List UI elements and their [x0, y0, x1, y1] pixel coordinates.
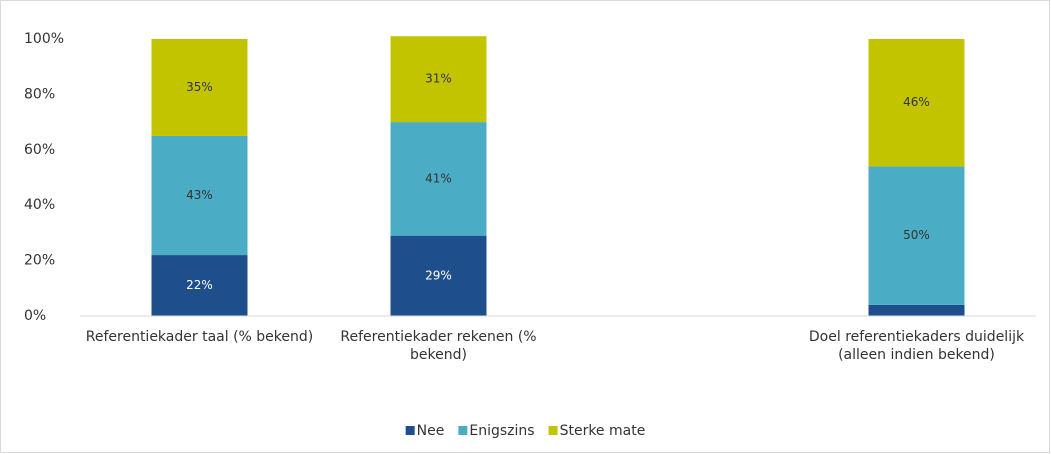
- y-tick-label: 80%: [24, 86, 55, 102]
- legend-swatch: [548, 426, 558, 435]
- y-tick-label: 20%: [24, 253, 55, 269]
- data-label: 22%: [186, 278, 213, 292]
- bar-segment: [151, 135, 248, 256]
- bar-segment: [151, 255, 248, 316]
- data-label: 46%: [903, 95, 930, 109]
- y-tick-label: 40%: [24, 197, 55, 213]
- data-label: 31%: [425, 72, 452, 86]
- data-label: 50%: [903, 228, 930, 242]
- data-label: 41%: [425, 171, 452, 185]
- data-label: 35%: [186, 80, 213, 94]
- bar-segment: [868, 304, 965, 316]
- legend-label: Enigszins: [469, 423, 534, 439]
- x-tick-label: Referentiekader taal (% bekend): [85, 329, 314, 345]
- bar-segment: [390, 235, 487, 316]
- x-tick-label: Doel referentiekaders duidelijk (alleen …: [808, 329, 1025, 363]
- data-label: 43%: [186, 188, 213, 202]
- bar-segment: [868, 166, 965, 305]
- legend-swatch: [405, 426, 415, 435]
- bar-segment: [868, 39, 965, 167]
- y-tick-label: 60%: [24, 142, 55, 158]
- data-label: 29%: [425, 268, 452, 282]
- x-tick-label: Referentiekader rekenen (% bekend): [340, 329, 537, 363]
- legend-label: Sterke mate: [560, 423, 646, 439]
- bar-segment: [390, 122, 487, 236]
- bar-segment: [151, 39, 248, 136]
- legend-label: Nee: [417, 423, 445, 439]
- legend-swatch: [458, 426, 468, 435]
- y-tick-label: 0%: [24, 308, 46, 324]
- y-tick-label: 100%: [24, 31, 64, 47]
- bar-segment: [390, 36, 487, 123]
